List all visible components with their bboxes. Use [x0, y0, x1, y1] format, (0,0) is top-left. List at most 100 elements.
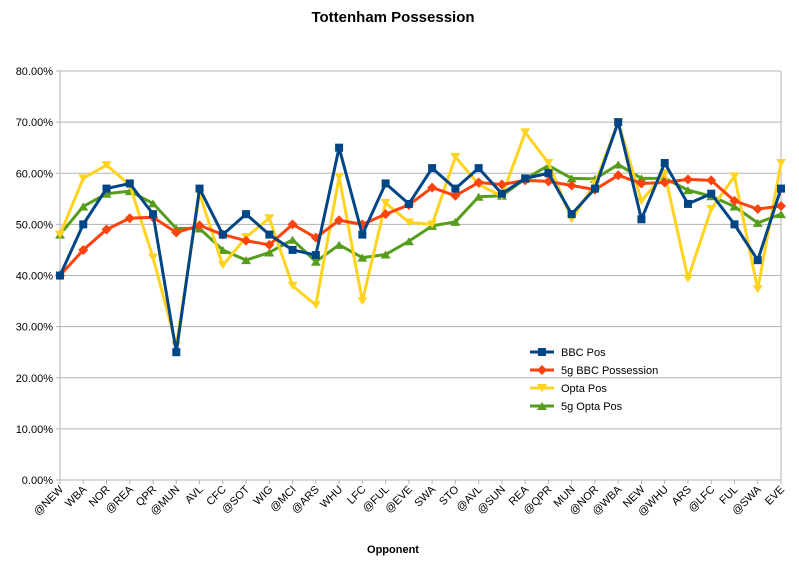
data-point	[102, 184, 111, 193]
x-tick-label: @LFC	[686, 484, 717, 515]
data-point	[149, 210, 158, 219]
legend-label: Opta Pos	[561, 383, 607, 395]
data-point	[217, 245, 228, 254]
data-point	[636, 174, 647, 183]
data-point	[496, 179, 507, 190]
data-point	[450, 217, 461, 226]
data-point	[288, 245, 297, 254]
data-point	[682, 274, 693, 283]
data-point	[729, 172, 740, 181]
data-point	[78, 244, 89, 255]
data-point	[358, 230, 367, 239]
data-point	[637, 215, 646, 224]
data-point	[776, 210, 786, 219]
data-point	[101, 189, 112, 198]
data-point	[241, 256, 252, 265]
legend-entry: 5g BBC Possession	[530, 365, 658, 377]
chart-title: Tottenham Possession	[311, 9, 474, 26]
x-tick-label: AVL	[183, 484, 206, 507]
data-point	[683, 199, 692, 208]
data-point	[403, 237, 414, 246]
data-point	[497, 189, 506, 198]
series-line	[58, 173, 782, 277]
data-point	[311, 251, 320, 260]
data-point	[752, 285, 763, 294]
x-tick-label: WBA	[63, 483, 90, 510]
data-point	[334, 240, 345, 249]
legend-label: BBC Pos	[561, 347, 606, 359]
data-point	[217, 261, 228, 270]
data-point	[776, 159, 786, 168]
data-point	[544, 169, 553, 178]
data-point	[264, 239, 275, 250]
data-point	[381, 179, 390, 188]
data-point	[659, 177, 670, 188]
data-point	[451, 184, 460, 193]
data-point	[753, 256, 762, 265]
data-point	[543, 159, 554, 168]
data-point	[706, 175, 717, 186]
data-point	[310, 301, 321, 310]
series-bbc-pos	[56, 118, 785, 357]
data-point	[707, 189, 716, 198]
data-point	[335, 143, 344, 152]
y-tick-label: 30.00%	[16, 322, 54, 334]
data-point	[78, 174, 89, 183]
data-point	[334, 215, 345, 226]
data-point	[380, 209, 391, 220]
y-tick-label: 70.00%	[16, 117, 54, 129]
data-point	[287, 281, 298, 290]
data-point	[357, 253, 368, 262]
data-point	[473, 192, 484, 201]
axes: 0.00% 10.00% 20.00% 30.00% 40.00% 50.00% 60.00…	[16, 66, 787, 519]
data-point	[682, 174, 693, 185]
data-point	[777, 184, 785, 193]
data-point	[218, 230, 227, 239]
x-tick-label: WHU	[318, 484, 345, 511]
data-point	[124, 213, 135, 224]
data-point	[729, 195, 740, 206]
y-tick-label: 40.00%	[16, 271, 54, 283]
data-point	[752, 218, 763, 227]
data-point	[56, 271, 64, 280]
y-tick-label: 10.00%	[16, 424, 54, 436]
data-point	[566, 180, 577, 191]
data-point	[614, 118, 623, 127]
data-point	[403, 218, 414, 227]
data-point	[172, 348, 181, 357]
legend-label: 5g BBC Possession	[561, 365, 658, 377]
legend-marker	[537, 402, 547, 410]
y-tick-label: 20.00%	[16, 373, 54, 385]
data-point	[730, 220, 739, 229]
data-point	[566, 174, 577, 183]
data-point	[450, 152, 461, 161]
y-tick-label: 60.00%	[16, 168, 54, 180]
data-point	[264, 248, 275, 257]
data-point	[195, 184, 204, 193]
data-point	[636, 196, 647, 205]
data-point	[590, 184, 599, 193]
data-point	[427, 182, 438, 193]
y-tick-label: 0.00%	[22, 475, 53, 487]
data-point	[613, 170, 624, 181]
legend-entry: Opta Pos	[530, 383, 607, 395]
data-point	[450, 190, 461, 201]
legend: BBC Pos 5g BBC Possession Opta Pos 5g Opta …	[530, 347, 658, 413]
data-point	[242, 210, 251, 219]
gridlines	[60, 70, 781, 481]
data-point	[521, 174, 530, 183]
data-point	[194, 220, 205, 231]
data-point	[520, 128, 531, 137]
data-point	[474, 164, 483, 173]
data-point	[79, 220, 88, 229]
data-point	[55, 230, 65, 239]
data-point	[428, 164, 437, 173]
data-point	[241, 235, 252, 246]
x-tick-label: @NEW	[32, 483, 67, 518]
legend-marker	[538, 348, 546, 356]
y-tick-label: 50.00%	[16, 219, 54, 231]
data-point	[310, 257, 321, 266]
data-point	[287, 219, 298, 230]
data-point	[148, 199, 159, 208]
